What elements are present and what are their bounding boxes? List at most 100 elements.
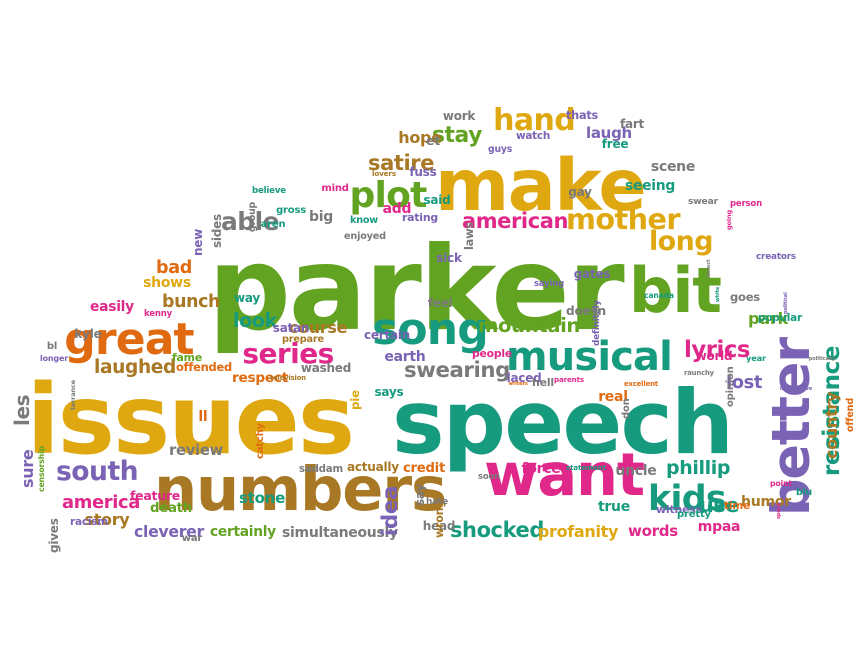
- word: swear: [688, 196, 718, 208]
- word: gives: [47, 518, 61, 554]
- word: satan: [272, 321, 310, 335]
- word: writers: [508, 380, 528, 387]
- word: creators: [756, 251, 797, 262]
- word: big: [309, 209, 334, 225]
- word: white: [714, 286, 721, 302]
- word: time: [724, 499, 750, 512]
- word: says: [374, 385, 404, 399]
- word: park: [748, 308, 788, 328]
- word: laced: [506, 371, 542, 385]
- word: uncle: [615, 463, 657, 479]
- word: les: [10, 394, 34, 426]
- word: cleverer: [134, 522, 204, 542]
- word: person: [730, 198, 762, 209]
- word: add: [382, 201, 412, 217]
- word: ll: [198, 409, 208, 425]
- word: real: [598, 389, 628, 405]
- word: politically: [808, 355, 836, 362]
- word: kyle: [74, 327, 102, 341]
- word: people: [472, 346, 512, 360]
- word: mpaa: [697, 519, 741, 535]
- word: work: [442, 109, 476, 123]
- word: head: [422, 519, 456, 533]
- word: course: [288, 318, 348, 337]
- word: mind: [321, 183, 349, 194]
- word: bad: [156, 258, 192, 279]
- word: use: [699, 492, 739, 517]
- word: lyrics: [684, 336, 750, 363]
- word: country: [822, 391, 841, 459]
- word: make: [435, 144, 647, 228]
- word: swearing: [404, 358, 510, 384]
- word: humor: [741, 494, 791, 510]
- word: certainly: [210, 524, 276, 541]
- word: satire: [368, 149, 435, 175]
- word: laugh: [586, 123, 632, 142]
- word: year: [746, 352, 766, 363]
- word: hate: [426, 496, 448, 507]
- word: offend: [845, 398, 857, 432]
- word: rating: [402, 210, 438, 224]
- word: space: [775, 503, 782, 519]
- word: canada: [644, 291, 674, 301]
- word: true: [598, 499, 630, 515]
- word: gross: [276, 205, 306, 216]
- word: plot: [349, 175, 428, 216]
- word: going: [724, 210, 733, 230]
- word: fuss: [409, 165, 437, 179]
- word: parker: [207, 222, 625, 357]
- word: series: [242, 337, 334, 370]
- word: offended: [176, 360, 232, 375]
- word: bit: [629, 253, 722, 327]
- word: hand: [493, 103, 576, 138]
- word: seeing: [625, 178, 675, 195]
- word: lovers: [372, 169, 396, 179]
- word: washed: [300, 361, 352, 375]
- word: numbers: [154, 454, 447, 525]
- word: bl: [46, 341, 58, 352]
- word: mountain: [478, 314, 580, 338]
- word: simultaneously: [282, 525, 398, 541]
- word: goes: [730, 290, 760, 305]
- word: mother: [566, 201, 681, 236]
- word: fame: [172, 350, 202, 364]
- word: certain: [364, 328, 410, 342]
- word: political: [782, 292, 789, 314]
- word: catchy: [255, 423, 266, 459]
- word: actually: [347, 460, 399, 474]
- word: new: [191, 228, 205, 256]
- word: gates: [573, 267, 611, 281]
- word: believe: [252, 185, 286, 196]
- word: enjoyed: [344, 231, 386, 243]
- word: song: [372, 304, 489, 355]
- word: say: [413, 484, 427, 506]
- word: saying: [534, 277, 564, 288]
- word: aren: [260, 219, 286, 230]
- word: american: [462, 208, 568, 233]
- word: able: [221, 206, 279, 236]
- word: look: [233, 309, 277, 333]
- word: statement: [566, 463, 606, 473]
- word: world: [695, 349, 733, 363]
- word: popular: [758, 311, 802, 324]
- word: credit: [403, 461, 445, 477]
- word: blu: [796, 487, 812, 499]
- word: america: [62, 492, 140, 514]
- word: easily: [90, 299, 134, 316]
- word: earth: [384, 349, 426, 365]
- word: hell: [532, 375, 554, 389]
- word: censorship: [37, 445, 47, 492]
- word: stone: [239, 488, 285, 507]
- word: phillip: [666, 456, 731, 479]
- word: great: [64, 314, 194, 365]
- word: et: [426, 132, 440, 148]
- word: sure: [18, 449, 37, 489]
- word: terrance: [68, 379, 77, 410]
- word: imaginative: [779, 385, 813, 392]
- word: sick: [436, 251, 462, 265]
- word: words: [628, 521, 678, 540]
- word: excellent: [624, 379, 658, 388]
- word: pretty: [677, 509, 711, 520]
- word: feature: [130, 487, 180, 503]
- word: long: [649, 225, 713, 257]
